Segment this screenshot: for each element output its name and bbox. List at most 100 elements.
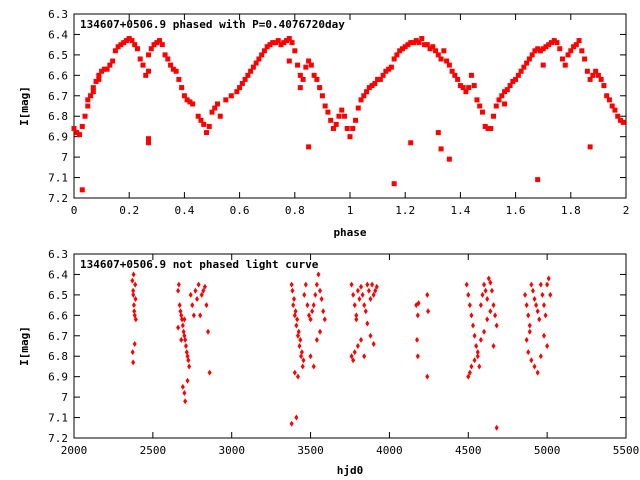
- data-point: [430, 44, 436, 50]
- data-point: [294, 414, 299, 421]
- data-point: [198, 312, 203, 319]
- data-point: [472, 332, 477, 339]
- x-tick-label: 2500: [140, 444, 167, 457]
- data-point: [322, 316, 327, 323]
- data-point: [328, 117, 334, 123]
- data-point: [207, 369, 212, 376]
- data-point: [177, 302, 182, 309]
- data-point: [85, 97, 91, 103]
- data-point: [292, 369, 297, 376]
- data-point: [196, 281, 201, 288]
- data-points-unphased: [130, 271, 553, 431]
- data-point: [538, 353, 543, 360]
- data-point: [474, 97, 480, 103]
- y-tick-label: 7: [61, 391, 68, 404]
- data-point: [435, 130, 441, 136]
- data-point: [372, 81, 378, 87]
- y-tick-label: 6.3: [48, 8, 68, 21]
- data-point: [422, 42, 428, 48]
- data-point: [301, 357, 306, 364]
- data-point: [408, 40, 414, 46]
- data-point: [369, 83, 375, 89]
- data-point: [131, 359, 136, 366]
- data-point: [541, 332, 546, 339]
- data-point: [347, 134, 353, 140]
- y-tick-label: 6.9: [48, 131, 68, 144]
- data-point: [534, 302, 539, 309]
- data-point: [362, 302, 367, 309]
- data-point: [290, 287, 295, 294]
- data-point: [477, 363, 482, 370]
- x-tick-labels-phased: 0 0.2 0.4 0.6 0.8 1 1.2 1.4 1.6 1.8 2: [71, 204, 630, 217]
- data-point: [485, 125, 491, 131]
- data-point: [303, 64, 309, 70]
- data-point: [449, 68, 455, 74]
- data-point: [289, 40, 295, 46]
- data-point: [360, 291, 365, 298]
- data-point: [446, 62, 452, 68]
- data-point: [300, 363, 305, 370]
- data-points-phased: [71, 36, 626, 193]
- data-point: [242, 76, 248, 82]
- data-point: [336, 113, 342, 119]
- y-tick-label: 7.2: [48, 432, 68, 445]
- data-point: [132, 340, 137, 347]
- data-point: [609, 103, 615, 109]
- data-point: [491, 113, 497, 119]
- data-point: [289, 420, 294, 427]
- data-point: [286, 36, 292, 42]
- data-point: [405, 42, 411, 48]
- data-point: [90, 85, 96, 91]
- chart-title-unphased: 134607+0506.9 not phased light curve: [80, 258, 319, 271]
- data-point: [504, 87, 510, 93]
- data-point: [201, 287, 206, 294]
- data-point: [546, 42, 552, 48]
- data-point: [540, 291, 545, 298]
- data-point: [275, 38, 281, 44]
- data-point: [292, 48, 298, 54]
- data-point: [554, 40, 560, 46]
- data-point: [85, 103, 91, 109]
- data-point: [515, 72, 521, 78]
- data-point: [584, 68, 590, 74]
- data-point: [543, 312, 548, 319]
- data-point: [129, 38, 135, 44]
- data-point: [308, 316, 313, 323]
- data-point: [545, 281, 550, 288]
- data-point: [557, 46, 563, 52]
- data-point: [121, 40, 127, 46]
- data-point: [540, 62, 546, 68]
- data-point: [176, 281, 181, 288]
- tick-marks-phased: [73, 13, 627, 199]
- data-point: [526, 56, 532, 62]
- data-point: [296, 328, 301, 335]
- data-point: [529, 357, 534, 364]
- data-point: [620, 119, 626, 125]
- data-point: [568, 48, 574, 54]
- data-point: [306, 58, 312, 64]
- data-point: [306, 144, 312, 150]
- data-point: [386, 66, 392, 72]
- data-point: [291, 302, 296, 309]
- data-point: [179, 85, 185, 91]
- data-point: [482, 328, 487, 335]
- data-point: [477, 103, 483, 109]
- data-point: [306, 312, 311, 319]
- data-point: [311, 363, 316, 370]
- data-point: [595, 72, 601, 78]
- data-point: [183, 343, 188, 349]
- data-point: [502, 89, 508, 95]
- data-point: [441, 48, 447, 54]
- data-point: [293, 308, 298, 315]
- data-point: [538, 281, 543, 288]
- data-point: [217, 113, 223, 119]
- data-point: [96, 72, 102, 78]
- data-point: [352, 302, 357, 309]
- data-point: [281, 40, 287, 46]
- data-point: [375, 76, 381, 82]
- data-point: [496, 97, 502, 103]
- data-point: [132, 308, 137, 315]
- data-point: [173, 68, 179, 74]
- data-point: [524, 336, 529, 343]
